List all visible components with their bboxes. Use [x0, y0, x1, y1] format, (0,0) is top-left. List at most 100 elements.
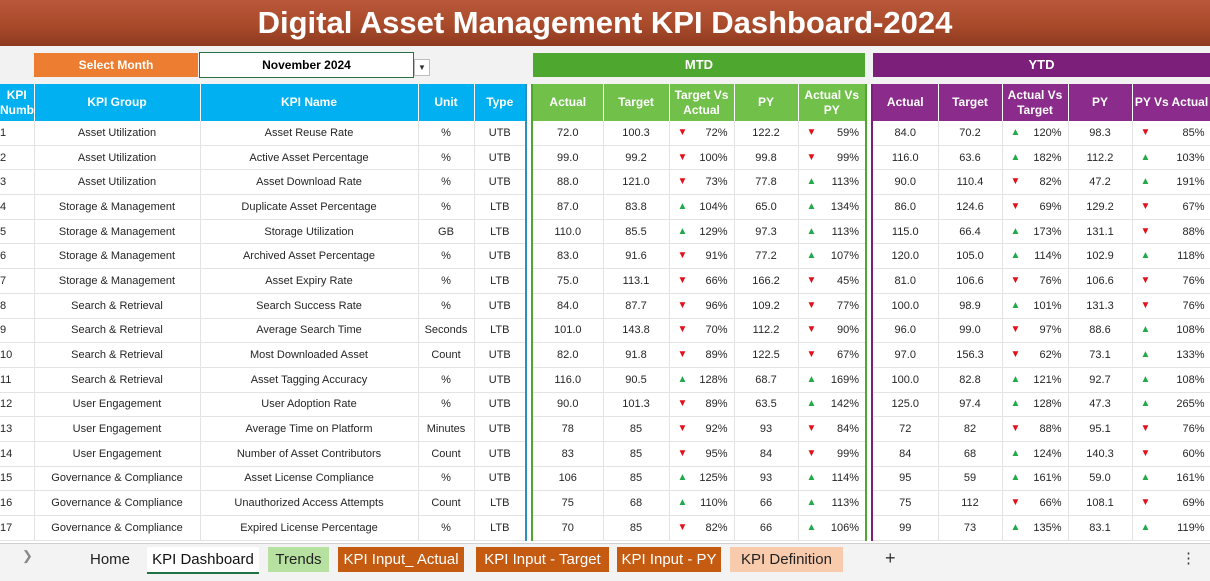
- mtd-target-vs-actual-value: 91%: [705, 250, 728, 263]
- select-month-label: Select Month: [34, 53, 198, 77]
- triangle-up-icon: ▲: [1140, 324, 1151, 336]
- kpi-name: Asset License Compliance: [200, 466, 419, 492]
- sheet-tab-kpi-definition[interactable]: KPI Definition: [730, 547, 843, 572]
- triangle-down-icon: ▼: [1140, 126, 1151, 138]
- mtd-target-vs-actual-value: 89%: [705, 349, 728, 362]
- table-row: 78 85 ▼ 92% 93 ▼ 84%: [532, 416, 867, 442]
- triangle-down-icon: ▼: [1010, 200, 1021, 212]
- chevron-right-icon[interactable]: ❯: [22, 548, 33, 563]
- kpi-name: Asset Reuse Rate: [200, 121, 419, 146]
- ytd-actual-vs-target: ▼ 66%: [1002, 490, 1069, 516]
- mtd-target-vs-actual: ▲ 125%: [669, 466, 735, 492]
- mtd-target: 85: [603, 416, 670, 442]
- kpi-type: LTB: [474, 268, 527, 294]
- kpi-header-4: Type: [474, 84, 527, 121]
- triangle-up-icon: ▲: [1140, 521, 1151, 533]
- kebab-icon[interactable]: ⋮: [1181, 550, 1196, 567]
- ytd-py-vs-actual: ▼ 85%: [1132, 121, 1210, 146]
- ytd-actual-vs-target-value: 124%: [1033, 447, 1062, 460]
- triangle-up-icon: ▲: [677, 472, 688, 484]
- mtd-actual: 116.0: [532, 367, 604, 393]
- ytd-band: YTD: [873, 53, 1210, 77]
- kpi-name: Search Success Rate: [200, 293, 419, 319]
- ytd-actual-vs-target: ▼ 76%: [1002, 268, 1069, 294]
- ytd-actual: 115.0: [872, 219, 939, 245]
- kpi-unit: Count: [418, 441, 475, 467]
- table-row: 13 User Engagement Average Time on Platfor…: [0, 416, 527, 442]
- mtd-py: 68.7: [734, 367, 799, 393]
- sheet-tab-kpi-input-py[interactable]: KPI Input - PY: [617, 547, 721, 572]
- mtd-actual-vs-py-value: 107%: [830, 250, 859, 263]
- ytd-py: 92.7: [1068, 367, 1133, 393]
- triangle-down-icon: ▼: [806, 447, 817, 459]
- mtd-actual-vs-py: ▲ 169%: [798, 367, 867, 393]
- kpi-group: Search & Retrieval: [34, 293, 201, 319]
- mtd-actual: 88.0: [532, 169, 604, 196]
- mtd-actual-vs-py-value: 113%: [831, 225, 859, 238]
- month-dropdown[interactable]: November 2024: [199, 52, 414, 78]
- kpi-group: User Engagement: [34, 392, 201, 418]
- mtd-actual-vs-py: ▲ 113%: [798, 169, 867, 196]
- mtd-target: 113.1: [603, 268, 670, 294]
- kpi-type: UTB: [474, 342, 527, 368]
- mtd-target-vs-actual: ▼ 95%: [669, 441, 735, 467]
- kpi-type: UTB: [474, 392, 527, 418]
- sheet-tab-home[interactable]: Home: [89, 551, 130, 568]
- sheet-tab-kpi-input-target[interactable]: KPI Input - Target: [476, 547, 609, 572]
- mtd-actual-vs-py-value: 45%: [836, 274, 859, 287]
- dropdown-arrow-icon[interactable]: ▼: [414, 59, 430, 76]
- table-row: 3 Asset Utilization Asset Download Rate% UT…: [0, 169, 527, 196]
- table-row: 15 Governance & Compliance Asset License C…: [0, 466, 527, 492]
- mtd-py: 84: [734, 441, 799, 467]
- sheet-tab-trends[interactable]: Trends: [268, 547, 329, 572]
- ytd-target: 63.6: [938, 145, 1003, 171]
- table-row: 90.0 110.4 ▼ 82% 47.2 ▲ 191%: [872, 169, 1210, 196]
- triangle-up-icon: ▲: [1140, 151, 1151, 163]
- table-row: 5 Storage & Management Storage Utilization…: [0, 219, 527, 245]
- mtd-target-vs-actual-value: 92%: [705, 423, 728, 436]
- sheet-tab-kpi-input-actual[interactable]: KPI Input_ Actual: [338, 547, 464, 572]
- mtd-actual-vs-py: ▼ 77%: [798, 293, 867, 319]
- triangle-down-icon: ▼: [1140, 497, 1151, 509]
- ytd-target: 99.0: [938, 318, 1003, 344]
- table-row: 72.0 100.3 ▼ 72% 122.2 ▼ 59%: [532, 121, 867, 146]
- kpi-unit: Minutes: [418, 416, 475, 442]
- mtd-py: 109.2: [734, 293, 799, 319]
- kpi-name: Average Search Time: [200, 318, 419, 344]
- mtd-actual-vs-py-value: 59%: [836, 126, 859, 139]
- kpi-type: LTB: [474, 194, 527, 220]
- triangle-up-icon: ▲: [806, 521, 817, 533]
- sheet-tab-kpi-dashboard[interactable]: KPI Dashboard: [147, 547, 259, 574]
- ytd-py-vs-actual-value: 265%: [1176, 398, 1205, 411]
- ytd-actual-vs-target: ▲ 182%: [1002, 145, 1069, 171]
- mtd-target-vs-actual: ▼ 70%: [669, 318, 735, 344]
- ytd-actual-vs-target-value: 62%: [1039, 349, 1062, 362]
- table-row: 100.0 98.9 ▲ 101% 131.3 ▼ 76%: [872, 293, 1210, 319]
- ytd-actual: 100.0: [872, 367, 939, 393]
- ytd-py: 102.9: [1068, 243, 1133, 270]
- mtd-target: 143.8: [603, 318, 670, 344]
- triangle-up-icon: ▲: [1010, 373, 1021, 385]
- triangle-down-icon: ▼: [1140, 447, 1151, 459]
- kpi-type: LTB: [474, 318, 527, 344]
- plus-icon[interactable]: +: [885, 548, 896, 568]
- mtd-actual: 90.0: [532, 392, 604, 418]
- ytd-py-vs-actual: ▲ 133%: [1132, 342, 1210, 368]
- ytd-py-vs-actual-value: 76%: [1182, 274, 1205, 287]
- mtd-target-vs-actual-value: 100%: [699, 151, 728, 164]
- triangle-down-icon: ▼: [677, 151, 688, 163]
- kpi-unit: %: [418, 466, 475, 492]
- ytd-py: 98.3: [1068, 121, 1133, 146]
- table-row: 75 112 ▼ 66% 108.1 ▼ 69%: [872, 490, 1210, 516]
- ytd-target: 70.2: [938, 121, 1003, 146]
- ytd-py-vs-actual-value: 76%: [1182, 423, 1205, 436]
- mtd-actual: 75: [532, 490, 604, 516]
- mtd-target-vs-actual: ▲ 129%: [669, 219, 735, 245]
- ytd-actual: 100.0: [872, 293, 939, 319]
- triangle-up-icon: ▲: [1010, 250, 1021, 262]
- mtd-actual: 75.0: [532, 268, 604, 294]
- mtd-target: 99.2: [603, 145, 670, 171]
- ytd-py: 140.3: [1068, 441, 1133, 467]
- mtd-actual: 84.0: [532, 293, 604, 319]
- dashboard-title-bar: Digital Asset Management KPI Dashboard-2…: [0, 0, 1210, 46]
